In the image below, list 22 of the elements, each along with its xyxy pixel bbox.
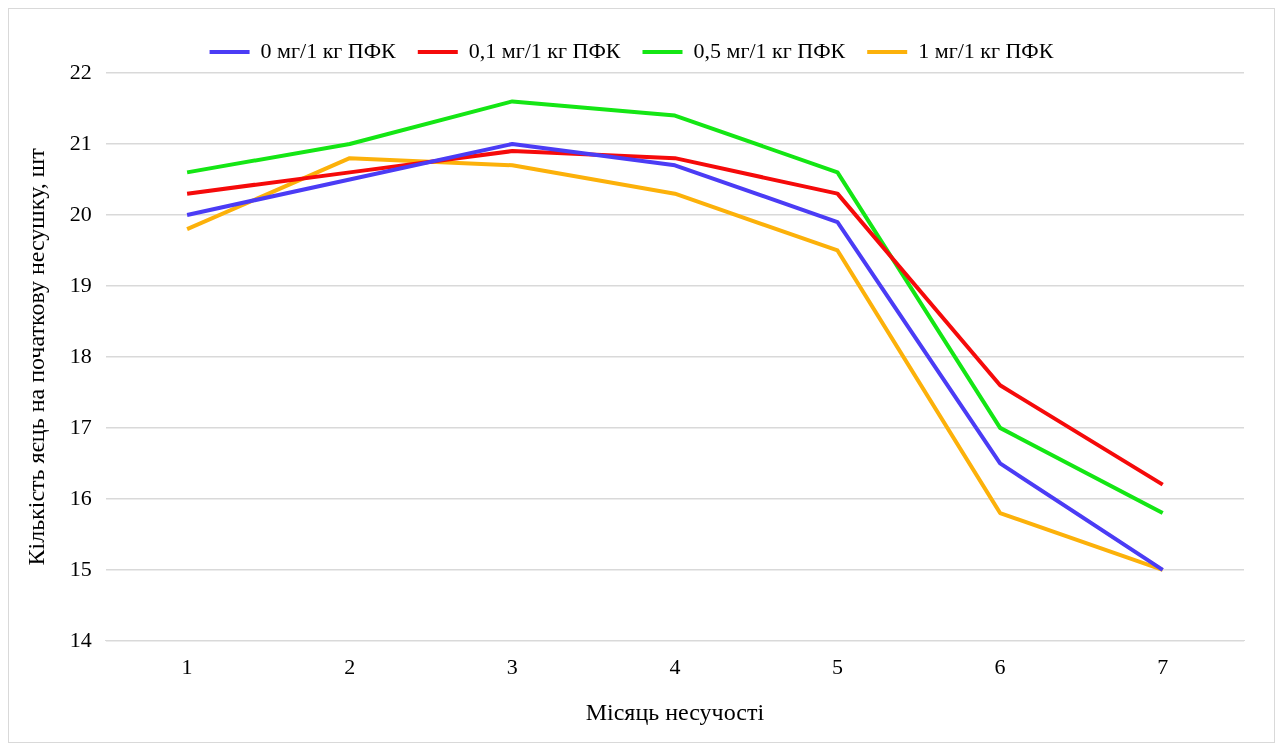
legend-label: 0,5 мг/1 кг ПФК [693,37,846,63]
y-tick-label: 22 [69,58,92,84]
x-tick-label: 2 [344,653,356,679]
x-tick-label: 1 [181,653,193,679]
y-axis-title: Кількість яєць на початкову несушку, шт [22,147,49,566]
y-tick-label: 21 [69,129,92,155]
y-tick-label: 16 [69,484,92,510]
y-tick-label: 20 [69,200,92,226]
y-tick-label: 14 [69,626,92,652]
y-tick-label: 17 [69,413,92,439]
x-tick-label: 6 [994,653,1006,679]
y-tick-label: 15 [69,555,92,581]
x-tick-label: 4 [669,653,681,679]
legend-label: 0 мг/1 кг ПФК [260,37,397,63]
x-axis-title: Місяць несучості [585,698,765,725]
x-tick-label: 7 [1157,653,1169,679]
legend-label: 1 мг/1 кг ПФК [918,37,1054,63]
y-tick-label: 19 [69,271,92,297]
y-tick-label: 18 [69,342,92,368]
legend-label: 0,1 мг/1 кг ПФК [468,37,621,63]
x-tick-label: 5 [832,653,843,679]
x-tick-label: 3 [506,653,518,679]
